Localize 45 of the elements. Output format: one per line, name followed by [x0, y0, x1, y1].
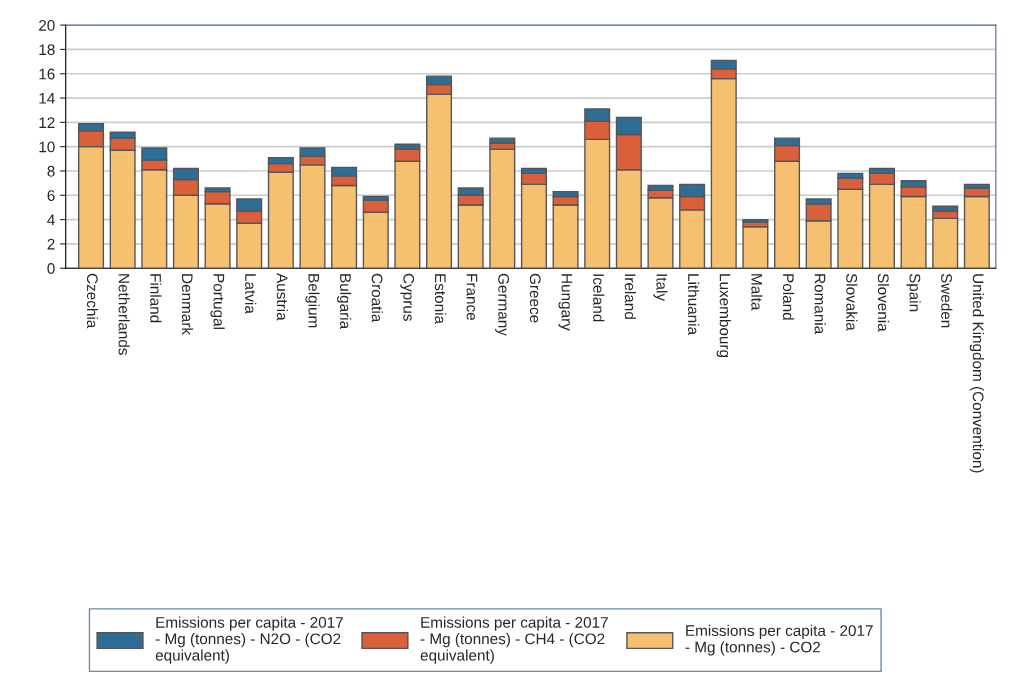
- x-tick-label: Belgium: [305, 274, 320, 328]
- x-tick-label: Estonia: [434, 274, 447, 325]
- x-tick-label: Spain: [906, 273, 921, 312]
- x-tick-label: Hungary: [558, 274, 573, 331]
- y-tick-label: 10: [39, 141, 55, 153]
- y-tick-label: 8: [47, 165, 55, 177]
- x-tick-label: Netherlands: [118, 274, 130, 355]
- x-tick-label: Luxembourg: [716, 274, 731, 358]
- x-tick-label: Slovenia: [877, 273, 890, 332]
- x-tick-label: Bulgaria: [337, 274, 352, 330]
- y-tick-label: 16: [39, 68, 55, 80]
- x-tick-label: Croatia: [371, 273, 383, 323]
- x-tick-label: Portugal: [210, 274, 225, 329]
- legend-label: Emissions per capita - 2017 - Mg (tonnes) - CH4 - (CO2 equivalent): [420, 616, 608, 664]
- y-tick-label: 2: [47, 238, 55, 250]
- x-tick-label: Greece: [529, 273, 541, 323]
- x-tick-label: Romania: [814, 274, 826, 335]
- x-tick-label: Malta: [751, 274, 763, 311]
- legend-label: Emissions per capita - 2017 - Mg (tonnes) - N2O - (CO2 equivalent): [155, 616, 343, 664]
- x-tick-label: Cyprus: [400, 273, 415, 321]
- y-tick-label: 12: [39, 117, 55, 128]
- x-tick-label: Ireland: [624, 274, 636, 319]
- x-tick-label: Lithuania: [688, 274, 700, 336]
- x-tick-label: Finland: [150, 274, 162, 323]
- y-tick-label: 18: [39, 44, 55, 56]
- x-tick-label: Denmark: [181, 274, 194, 336]
- y-tick-label: 4: [47, 214, 55, 226]
- x-tick-label: Germany: [495, 273, 510, 336]
- y-tick-label: 14: [39, 93, 55, 104]
- bar: [489, 148, 516, 269]
- x-tick-label: Austria: [276, 273, 288, 321]
- x-tick-label: France: [466, 274, 478, 320]
- y-tick-label: 0: [47, 263, 55, 274]
- y-tick-label: 20: [39, 19, 55, 31]
- legend-label: Emissions per capita - 2017 - Mg (tonnes) - CO2: [685, 624, 873, 656]
- y-tick-label: 6: [47, 190, 55, 201]
- x-tick-label: Czechia: [86, 273, 99, 329]
- x-tick-label: Slovakia: [846, 273, 858, 331]
- x-tick-label: Latvia: [245, 274, 257, 314]
- x-tick-label: Sweden: [941, 273, 953, 328]
- bar: [742, 226, 769, 269]
- x-tick-label: Italy: [653, 274, 668, 302]
- x-tick-label: Iceland: [593, 274, 605, 322]
- x-tick-label: Poland: [782, 274, 795, 320]
- x-tick-label: United Kingdom (Convention): [969, 274, 984, 473]
